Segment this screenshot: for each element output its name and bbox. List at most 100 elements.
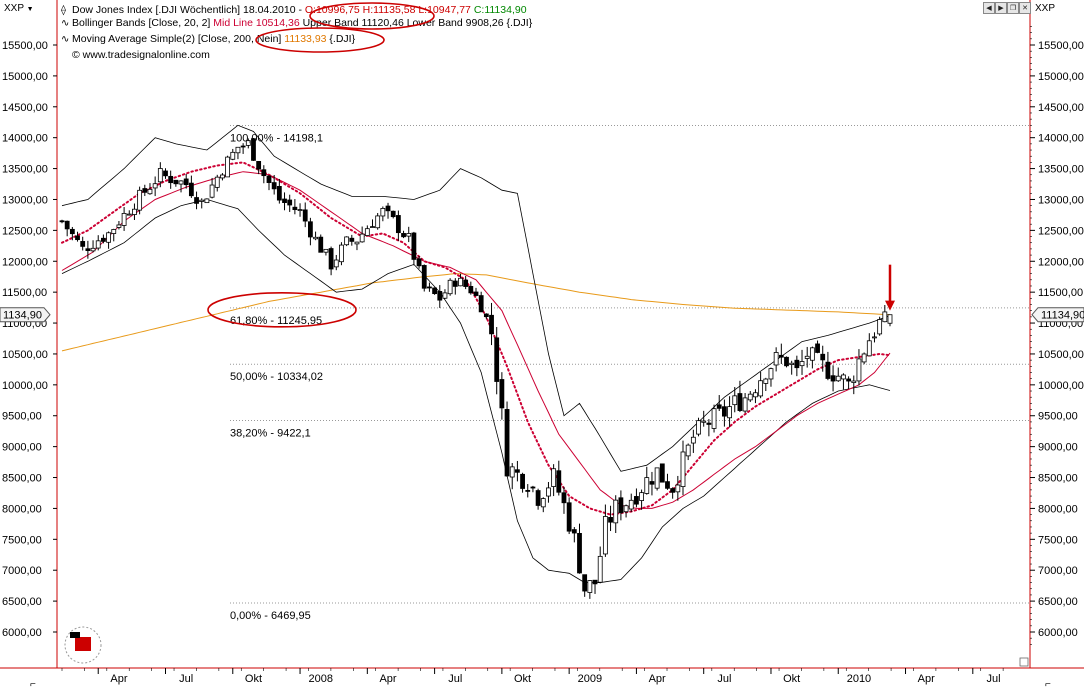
fib-labels-layer: 100,00% - 14198,1 61,80% - 11245,95 50,00%… — [230, 132, 323, 622]
candle-body — [582, 574, 588, 592]
candle-body — [690, 436, 696, 444]
candle-body — [784, 356, 789, 367]
candle-body — [199, 199, 205, 202]
candle-body — [696, 420, 701, 435]
y-tick-label-right: 7000,00 — [1038, 565, 1078, 577]
arrow-left-icon[interactable]: ◀ — [983, 2, 995, 14]
candle-body — [665, 481, 670, 489]
header-line-3: ∿ Moving Average Simple(2) [Close, 200, N… — [61, 33, 356, 45]
candle-body — [406, 233, 412, 237]
y-tick-label-right: 15500,00 — [1038, 40, 1084, 52]
candle-body — [509, 466, 515, 478]
candle-icon: ⟠ — [61, 4, 66, 16]
candle-body — [608, 516, 613, 523]
x-tick-label: Jul — [448, 673, 462, 685]
candle-body — [240, 145, 246, 148]
candle-body — [815, 343, 820, 353]
bollinger-layer — [61, 124, 891, 583]
candle-body — [132, 208, 137, 215]
candle-body — [230, 151, 236, 160]
x-tick-label: Jul — [717, 673, 731, 685]
x-tick-label: Apr — [918, 673, 935, 685]
y-tick-label-right: 11500,00 — [1038, 287, 1083, 299]
candle-body — [106, 232, 111, 243]
y-tick-label-left: 7500,00 — [2, 534, 42, 546]
y-tick-label-left: 15500,00 — [2, 40, 48, 52]
candle-body — [256, 161, 262, 170]
ma200-line — [61, 273, 891, 352]
candle-body — [830, 375, 836, 382]
candle-body — [504, 409, 510, 477]
header-line-4: © www.tradesignalonline.com — [72, 49, 210, 61]
y-tick-label-left: 15000,00 — [2, 71, 48, 83]
y-tick-label-right: 6500,00 — [1038, 596, 1078, 608]
candle-body — [540, 498, 546, 508]
candle-body — [194, 197, 199, 204]
y-tick-label-left: 14500,00 — [2, 102, 48, 114]
candle-body — [525, 490, 531, 492]
y-tick-label-left: 6500,00 — [2, 596, 42, 608]
logo-block — [75, 637, 91, 651]
ma200-layer — [61, 273, 891, 352]
candle-body — [753, 392, 758, 398]
candle-body — [861, 353, 867, 363]
candle-body — [546, 487, 551, 497]
candle-body — [551, 468, 557, 487]
y-tick-label-left: 12500,00 — [2, 225, 48, 237]
candle-body — [835, 375, 841, 382]
candle-body — [354, 241, 360, 245]
candle-body — [178, 180, 184, 185]
symbol-label: XXP — [4, 3, 24, 14]
candle-body — [561, 492, 567, 504]
header-bollinger: Bollinger Bands [Close, 20, 2] — [72, 17, 210, 29]
candle-body — [287, 199, 293, 206]
candle-body — [587, 580, 593, 593]
candle-body — [634, 496, 639, 505]
x-tick-label: Apr — [110, 673, 127, 685]
candle-body — [778, 354, 784, 358]
candle-body — [126, 213, 132, 216]
candle-body — [789, 362, 795, 365]
candle-body — [872, 336, 877, 339]
candle-body — [556, 470, 562, 493]
candle-body — [856, 358, 862, 382]
candle-body — [499, 379, 505, 409]
symbol-selector[interactable]: XXP ▼ — [4, 3, 34, 14]
y-tick-label-left: 8500,00 — [2, 473, 42, 485]
arrow-right-icon[interactable]: ▶ — [995, 2, 1007, 14]
restore-icon[interactable]: ❐ — [1007, 2, 1019, 14]
header-ma-rest: {.DJI} — [327, 33, 356, 45]
candle-body — [137, 189, 143, 211]
fib-level-label: 100,00% - 14198,1 — [230, 132, 323, 144]
y-tick-label-left: 7000,00 — [2, 565, 42, 577]
indicator-icon: ∿ — [61, 18, 69, 29]
candle-body — [820, 353, 826, 361]
annotation-ellipse-fib — [207, 292, 357, 328]
close-icon[interactable]: ✕ — [1019, 2, 1031, 14]
candle-body — [473, 291, 479, 296]
y-tick-label-right: 10000,00 — [1038, 380, 1084, 392]
y-tick-label-right: 10500,00 — [1038, 349, 1084, 361]
candle-body — [204, 198, 210, 204]
candles-layer — [59, 137, 893, 599]
candle-body — [535, 490, 541, 506]
candle-body — [520, 473, 525, 489]
candle-body — [349, 237, 355, 242]
candle-body — [432, 287, 438, 295]
candle-body — [90, 247, 96, 252]
candle-body — [737, 393, 743, 411]
candle-body — [95, 240, 101, 249]
candle-body — [101, 237, 106, 242]
y-tick-label-right: 8000,00 — [1038, 503, 1078, 515]
header-line-4-text: © www.tradesignalonline.com — [72, 49, 210, 61]
candle-body — [628, 499, 634, 510]
header-line-2: ∿ Bollinger Bands [Close, 20, 2] Mid Line… — [61, 17, 533, 29]
y-tick-label-left: 13500,00 — [2, 164, 48, 176]
fib-level-label: 0,00% - 6469,95 — [230, 610, 311, 622]
candle-body — [427, 286, 432, 289]
candle-body — [271, 182, 277, 190]
candle-body — [846, 378, 851, 382]
candle-body — [670, 488, 676, 493]
candle-body — [220, 174, 225, 179]
